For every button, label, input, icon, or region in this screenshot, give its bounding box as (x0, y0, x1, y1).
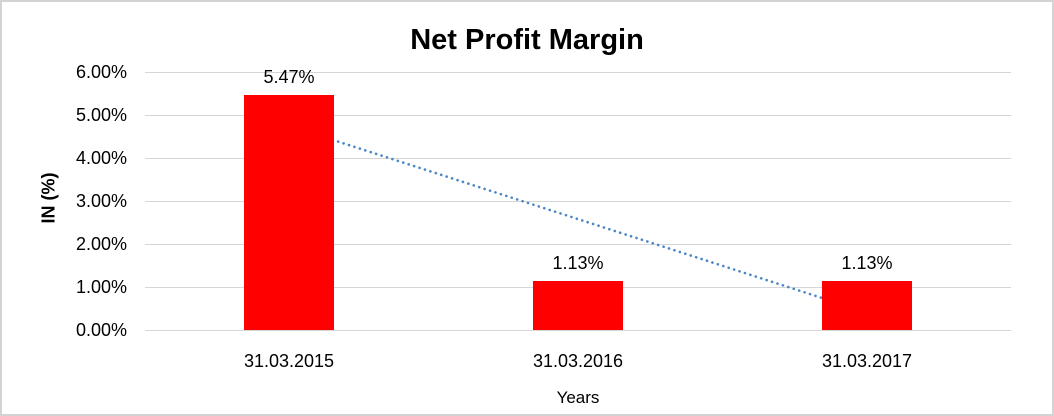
x-tick-label: 31.03.2015 (243, 351, 335, 371)
x-tick-label: 31.03.2017 (821, 351, 913, 371)
x-axis-title: Years (556, 388, 600, 407)
plot-area (145, 72, 1011, 331)
y-tick-label: 3.00% (75, 191, 127, 211)
bar (822, 281, 912, 330)
chart-title: Net Profit Margin (410, 24, 644, 56)
gridline (145, 330, 1011, 331)
gridline (145, 201, 1011, 202)
x-tick-label: 31.03.2016 (532, 351, 624, 371)
y-tick-label: 6.00% (75, 62, 127, 82)
gridline (145, 244, 1011, 245)
data-label: 5.47% (263, 67, 315, 87)
trendline (288, 124, 869, 314)
y-tick-label: 2.00% (75, 234, 127, 254)
bar (244, 95, 334, 330)
bar (533, 281, 623, 330)
y-tick-label: 1.00% (75, 277, 127, 297)
y-tick-label: 4.00% (75, 148, 127, 168)
data-label: 1.13% (552, 253, 604, 273)
data-label: 1.13% (841, 253, 893, 273)
y-tick-label: 5.00% (75, 105, 127, 125)
gridline (145, 115, 1011, 116)
gridline (145, 158, 1011, 159)
gridline (145, 72, 1011, 73)
y-tick-label: 0.00% (75, 320, 127, 340)
